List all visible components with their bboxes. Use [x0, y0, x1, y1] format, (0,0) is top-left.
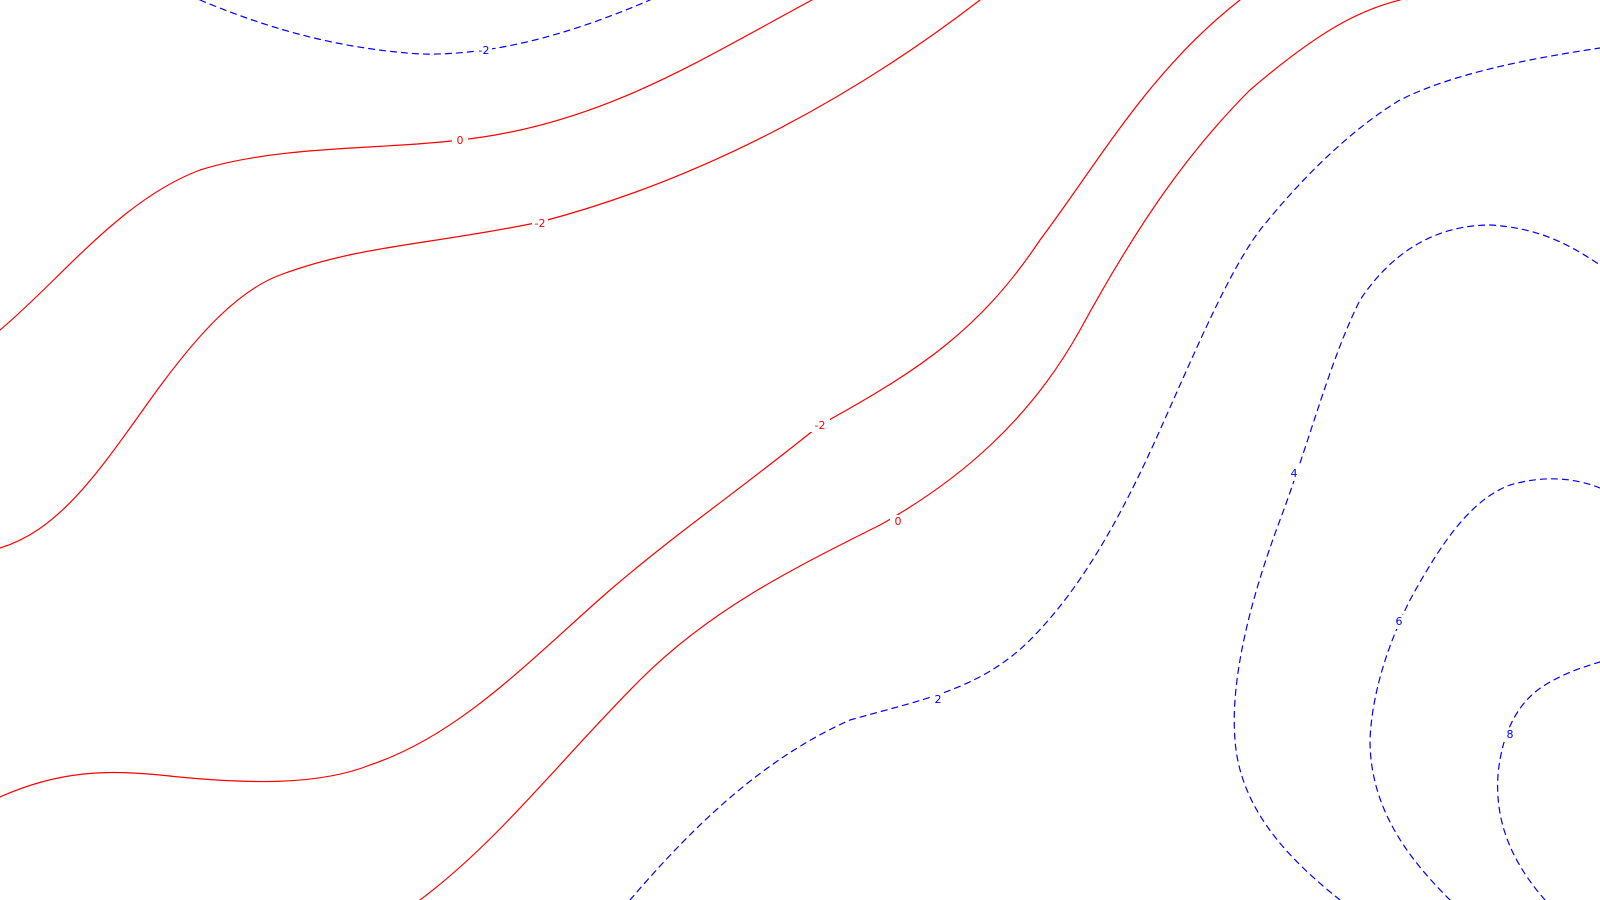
- contour-label: 0: [895, 515, 902, 528]
- contour-line: [0, 0, 813, 331]
- contour-neg-center-0: 0: [419, 0, 1401, 900]
- contour-line: [629, 47, 1600, 900]
- contour-label: -2: [815, 419, 826, 432]
- contour-neg-upper-m2: -2: [0, 0, 981, 549]
- contour-line: [0, 0, 1241, 798]
- contour-label: 0: [457, 134, 464, 147]
- contour-label: -2: [535, 217, 546, 230]
- contour-label: 6: [1396, 615, 1403, 628]
- contour-neg-center-m2: -2: [0, 0, 1241, 798]
- contour-label: 8: [1507, 728, 1514, 741]
- contour-pos-right-6: 6: [1369, 478, 1600, 900]
- contour-label: 2: [935, 693, 942, 706]
- contour-neg-upper-0: 0: [0, 0, 813, 331]
- contour-label: -2: [479, 44, 490, 57]
- contour-pos-right-4: 4: [1233, 224, 1600, 900]
- contour-pos-right-2: 2: [629, 47, 1600, 900]
- contour-line: [1233, 224, 1600, 900]
- contour-line: [419, 0, 1401, 900]
- contour-line: [0, 0, 981, 549]
- contour-label: 4: [1291, 467, 1298, 480]
- contour-pos-right-8: 8: [1497, 661, 1600, 900]
- contour-line: [1369, 478, 1600, 900]
- contour-pos-top-left: -2: [199, 0, 651, 57]
